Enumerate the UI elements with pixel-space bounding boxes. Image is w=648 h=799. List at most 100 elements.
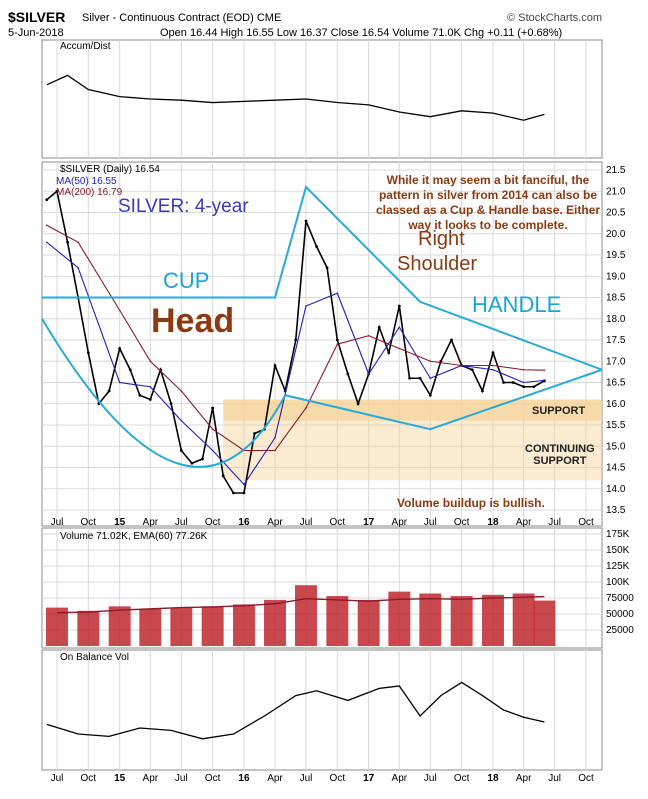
price-point xyxy=(243,483,245,486)
x-tick-label: Jul xyxy=(548,773,561,784)
chart-date: 5-Jun-2018 xyxy=(8,27,64,39)
accum-legend: Accum/Dist xyxy=(60,41,111,52)
y-tick-label: 20.5 xyxy=(606,208,626,219)
price-point xyxy=(169,402,173,406)
ohlc-readout: Open 16.44 High 16.55 Low 16.37 Close 16… xyxy=(160,27,563,39)
price-point xyxy=(439,359,443,363)
handle-support-line xyxy=(284,368,603,431)
cup-label: CUP xyxy=(163,268,210,293)
price-point xyxy=(66,240,69,244)
x-tick-label: Oct xyxy=(81,773,97,784)
x-tick-label: Oct xyxy=(578,517,594,528)
price-point xyxy=(522,368,525,371)
y-tick-label: 15.0 xyxy=(606,441,626,452)
price-point xyxy=(305,407,307,409)
price-point xyxy=(367,334,370,337)
price-point xyxy=(118,347,122,350)
obv-legend: On Balance Vol xyxy=(60,652,129,663)
x-tick-label: 15 xyxy=(114,773,126,784)
y-tick-label: 100K xyxy=(606,577,630,588)
y-tick-label: 175K xyxy=(606,529,630,540)
volume-bar xyxy=(450,596,473,646)
price-point xyxy=(304,219,308,223)
volume-bar xyxy=(357,599,380,646)
x-tick-label: Jul xyxy=(548,517,561,528)
y-tick-label: 14.5 xyxy=(606,463,626,474)
panel-frame xyxy=(41,161,603,527)
y-tick-label: 150K xyxy=(606,545,630,556)
price-point xyxy=(398,347,401,350)
x-tick-label: Jul xyxy=(300,517,313,528)
x-tick-label: Jul xyxy=(424,517,437,528)
price-point xyxy=(221,474,225,478)
price-point xyxy=(428,393,432,397)
x-tick-label: Apr xyxy=(143,517,159,528)
chart-symbol: $SILVER xyxy=(8,9,66,25)
volume-ema-line xyxy=(56,595,545,614)
price-point xyxy=(148,398,152,401)
price-point xyxy=(242,491,246,495)
volume-bar xyxy=(233,604,255,646)
volume-bar xyxy=(533,600,556,646)
price-point xyxy=(180,419,183,422)
price-point xyxy=(367,373,370,375)
y-tick-label: 15.5 xyxy=(606,420,626,431)
y-tick-label: 18.0 xyxy=(606,314,626,325)
y-tick-label: 20.0 xyxy=(606,229,626,240)
panel-frame xyxy=(41,39,603,159)
price-point xyxy=(460,364,463,367)
volume-bar xyxy=(326,596,349,646)
price-point xyxy=(377,325,381,329)
price-point xyxy=(211,406,215,410)
y-tick-label: 13.5 xyxy=(606,505,626,516)
y-tick-label: 19.5 xyxy=(606,250,626,261)
y-tick-label: 75000 xyxy=(606,593,634,604)
x-tick-label: 17 xyxy=(363,773,375,784)
ma50-legend: MA(50) 16.55 xyxy=(56,176,117,187)
price-point xyxy=(179,449,183,452)
head-label: Head xyxy=(151,302,235,340)
pattern-note: While it may seem a bit fanciful, the pa… xyxy=(375,173,601,232)
continuing-word: CONTINUING xyxy=(525,443,595,455)
handle-label: HANDLE xyxy=(472,292,562,317)
volume-legend: Volume 71.02K, EMA(60) 77.26K xyxy=(60,531,208,542)
y-tick-label: 21.0 xyxy=(606,186,626,197)
x-tick-label: 17 xyxy=(363,517,375,528)
x-tick-label: Jul xyxy=(175,517,188,528)
x-tick-label: Jul xyxy=(175,773,188,784)
price-point xyxy=(502,381,505,384)
continuing-support-label: CONTINUING SUPPORT xyxy=(525,443,595,467)
volume-bar xyxy=(512,593,535,646)
price-point xyxy=(398,326,401,329)
right-label: Right xyxy=(418,228,465,250)
x-tick-label: Oct xyxy=(205,773,221,784)
price-point xyxy=(491,351,495,355)
y-tick-label: 19.0 xyxy=(606,271,626,282)
price-point xyxy=(180,390,183,392)
volume-note: Volume buildup is bullish. xyxy=(397,496,545,510)
price-point xyxy=(325,266,329,270)
price-point xyxy=(149,385,152,388)
price-point xyxy=(481,389,484,393)
volume-bar xyxy=(108,606,131,646)
price-point xyxy=(511,381,515,384)
price-point xyxy=(274,449,276,452)
price-point xyxy=(429,377,432,380)
x-tick-label: Oct xyxy=(205,517,221,528)
price-point xyxy=(274,436,276,439)
x-tick-label: 15 xyxy=(114,517,126,528)
x-tick-label: 18 xyxy=(487,517,499,528)
price-point xyxy=(336,343,339,346)
accum-dist-line xyxy=(46,74,545,121)
price-point xyxy=(77,241,79,244)
price-point xyxy=(305,305,307,307)
x-tick-label: 18 xyxy=(487,773,499,784)
y-tick-label: 16.0 xyxy=(606,399,626,410)
volume-bar xyxy=(482,594,504,646)
price-point xyxy=(77,266,79,269)
price-point xyxy=(346,372,350,376)
x-tick-label: Oct xyxy=(454,517,470,528)
price-point xyxy=(492,364,494,367)
price-point xyxy=(532,385,536,389)
